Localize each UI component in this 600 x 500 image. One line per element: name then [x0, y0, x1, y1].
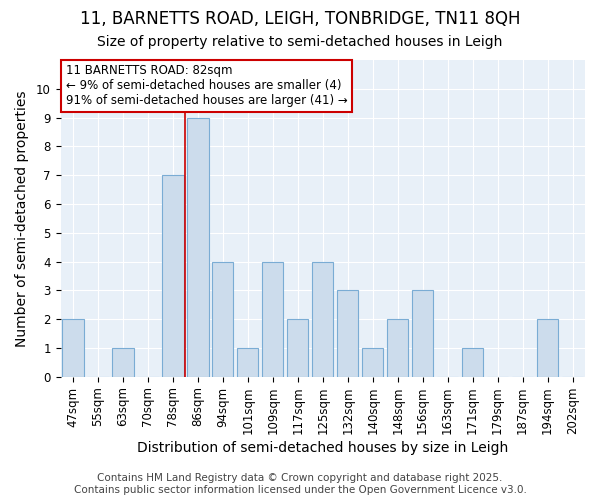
Text: 11, BARNETTS ROAD, LEIGH, TONBRIDGE, TN11 8QH: 11, BARNETTS ROAD, LEIGH, TONBRIDGE, TN1… [80, 10, 520, 28]
Text: Size of property relative to semi-detached houses in Leigh: Size of property relative to semi-detach… [97, 35, 503, 49]
Bar [163, 175, 184, 376]
Bar [462, 348, 483, 376]
Bar [312, 262, 334, 376]
Bar [412, 290, 433, 376]
Bar [62, 319, 83, 376]
Bar [237, 348, 259, 376]
Bar [337, 290, 358, 376]
Y-axis label: Number of semi-detached properties: Number of semi-detached properties [15, 90, 29, 346]
Bar [362, 348, 383, 376]
Bar [112, 348, 134, 376]
Bar [212, 262, 233, 376]
Bar [387, 319, 409, 376]
Bar [262, 262, 283, 376]
X-axis label: Distribution of semi-detached houses by size in Leigh: Distribution of semi-detached houses by … [137, 441, 508, 455]
Bar [287, 319, 308, 376]
Bar [537, 319, 558, 376]
Text: 11 BARNETTS ROAD: 82sqm
← 9% of semi-detached houses are smaller (4)
91% of semi: 11 BARNETTS ROAD: 82sqm ← 9% of semi-det… [66, 64, 347, 108]
Text: Contains HM Land Registry data © Crown copyright and database right 2025.
Contai: Contains HM Land Registry data © Crown c… [74, 474, 526, 495]
Bar [187, 118, 209, 376]
